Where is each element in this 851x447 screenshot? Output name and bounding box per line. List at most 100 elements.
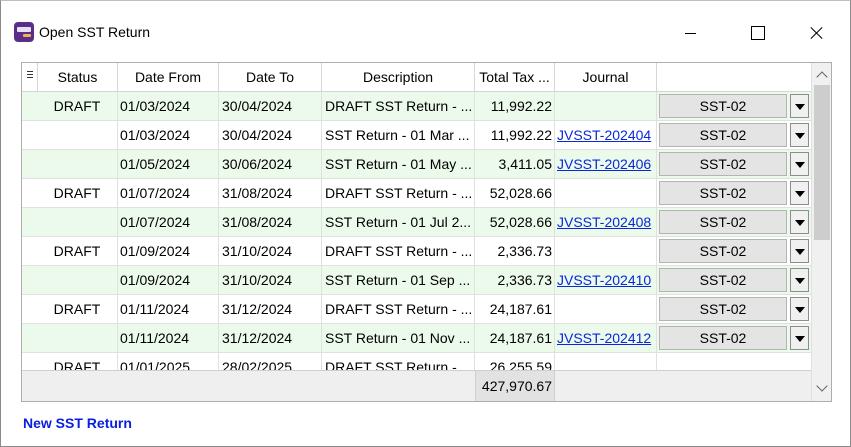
code-select[interactable]: SST-02 bbox=[659, 297, 809, 321]
chevron-down-icon[interactable] bbox=[790, 152, 809, 176]
cell-date-from: 01/05/2024 bbox=[118, 150, 219, 178]
code-select-value[interactable]: SST-02 bbox=[659, 326, 787, 350]
cell-date-to: 31/10/2024 bbox=[219, 237, 322, 265]
new-sst-return-link[interactable]: New SST Return bbox=[23, 415, 132, 431]
maximize-icon[interactable] bbox=[734, 15, 780, 49]
cell-journal bbox=[555, 92, 657, 120]
scroll-up-icon[interactable] bbox=[812, 65, 831, 85]
header-total-tax[interactable]: Total Tax ... bbox=[475, 63, 555, 92]
header-date-from[interactable]: Date From bbox=[118, 63, 219, 92]
cell-journal: JVSST-202412 bbox=[555, 324, 657, 352]
journal-link[interactable]: JVSST-202406 bbox=[557, 156, 652, 172]
table-row[interactable]: DRAFT 01/03/2024 30/04/2024 DRAFT SST Retur… bbox=[22, 92, 812, 121]
cell-description: DRAFT SST Return - ... bbox=[322, 92, 475, 120]
sst-returns-grid: Status Date From Date To Description Tot… bbox=[21, 62, 832, 402]
table-row[interactable]: DRAFT 01/11/2024 31/12/2024 DRAFT SST Retur… bbox=[22, 295, 812, 324]
code-select-value[interactable]: SST-02 bbox=[659, 239, 787, 263]
code-select[interactable]: SST-02 bbox=[659, 181, 809, 205]
journal-link[interactable]: JVSST-202408 bbox=[557, 214, 652, 230]
table-row[interactable]: 01/05/2024 30/06/2024 SST Return - 01 May … bbox=[22, 150, 812, 179]
cell-journal: JVSST-202410 bbox=[555, 266, 657, 294]
scroll-thumb[interactable] bbox=[814, 85, 830, 240]
cell-date-to: 31/10/2024 bbox=[219, 266, 322, 294]
cell-date-to: 30/04/2024 bbox=[219, 121, 322, 149]
cell-code: SST-02 bbox=[657, 237, 812, 265]
cell-date-to: 31/12/2024 bbox=[219, 324, 322, 352]
code-select[interactable]: SST-02 bbox=[659, 123, 809, 147]
cell-total-tax: 2,336.73 bbox=[475, 266, 555, 294]
code-select[interactable]: SST-02 bbox=[659, 326, 809, 350]
cell-date-to: 31/08/2024 bbox=[219, 208, 322, 236]
cell-total-tax: 3,411.05 bbox=[475, 150, 555, 178]
cell-description: SST Return - 01 Mar ... bbox=[322, 121, 475, 149]
column-chooser-button[interactable] bbox=[22, 63, 38, 92]
window-title: Open SST Return bbox=[39, 24, 151, 40]
journal-link[interactable]: JVSST-202412 bbox=[557, 330, 652, 346]
chevron-down-icon[interactable] bbox=[790, 210, 809, 234]
cell-status: DRAFT bbox=[37, 179, 118, 207]
app-logo-icon bbox=[14, 22, 34, 42]
cell-date-to: 31/12/2024 bbox=[219, 295, 322, 323]
cell-journal: JVSST-202408 bbox=[555, 208, 657, 236]
cell-date-to: 31/08/2024 bbox=[219, 179, 322, 207]
minimize-icon[interactable] bbox=[668, 15, 714, 49]
code-select-value[interactable]: SST-02 bbox=[659, 268, 787, 292]
chevron-down-icon[interactable] bbox=[790, 123, 809, 147]
cell-code: SST-02 bbox=[657, 266, 812, 294]
code-select-value[interactable]: SST-02 bbox=[659, 94, 787, 118]
cell-code: SST-02 bbox=[657, 208, 812, 236]
header-date-to[interactable]: Date To bbox=[219, 63, 322, 92]
cell-code: SST-02 bbox=[657, 324, 812, 352]
table-row[interactable]: 01/09/2024 31/10/2024 SST Return - 01 Sep … bbox=[22, 266, 812, 295]
table-row[interactable]: DRAFT 01/07/2024 31/08/2024 DRAFT SST Retur… bbox=[22, 179, 812, 208]
chevron-down-icon[interactable] bbox=[790, 181, 809, 205]
table-row[interactable]: 01/07/2024 31/08/2024 SST Return - 01 Jul … bbox=[22, 208, 812, 237]
chevron-down-icon[interactable] bbox=[790, 239, 809, 263]
code-select[interactable]: SST-02 bbox=[659, 152, 809, 176]
journal-link[interactable]: JVSST-202410 bbox=[557, 272, 652, 288]
cell-status bbox=[37, 208, 118, 236]
cell-date-from: 01/09/2024 bbox=[118, 237, 219, 265]
cell-journal bbox=[555, 237, 657, 265]
cell-date-to: 30/06/2024 bbox=[219, 150, 322, 178]
chevron-down-icon[interactable] bbox=[790, 94, 809, 118]
cell-total-tax: 11,992.22 bbox=[475, 121, 555, 149]
code-select[interactable]: SST-02 bbox=[659, 94, 809, 118]
cell-total-tax: 52,028.66 bbox=[475, 179, 555, 207]
code-select-value[interactable]: SST-02 bbox=[659, 210, 787, 234]
code-select[interactable]: SST-02 bbox=[659, 268, 809, 292]
header-description[interactable]: Description bbox=[322, 63, 475, 92]
cell-total-tax: 24,187.61 bbox=[475, 295, 555, 323]
cell-date-from: 01/11/2024 bbox=[118, 324, 219, 352]
header-status[interactable]: Status bbox=[38, 63, 118, 92]
cell-status: DRAFT bbox=[37, 92, 118, 120]
total-tax-sum: 427,970.67 bbox=[475, 371, 555, 401]
table-row[interactable]: 01/11/2024 31/12/2024 SST Return - 01 Nov … bbox=[22, 324, 812, 353]
chevron-down-icon[interactable] bbox=[790, 268, 809, 292]
table-row[interactable]: DRAFT 01/09/2024 31/10/2024 DRAFT SST Retur… bbox=[22, 237, 812, 266]
code-select-value[interactable]: SST-02 bbox=[659, 297, 787, 321]
header-journal[interactable]: Journal bbox=[555, 63, 657, 92]
title-bar: Open SST Return bbox=[1, 1, 850, 42]
close-icon[interactable] bbox=[794, 15, 840, 49]
journal-link[interactable]: JVSST-202404 bbox=[557, 127, 652, 143]
code-select-value[interactable]: SST-02 bbox=[659, 123, 787, 147]
cell-status bbox=[37, 121, 118, 149]
code-select-value[interactable]: SST-02 bbox=[659, 152, 787, 176]
cell-status: DRAFT bbox=[37, 237, 118, 265]
code-select[interactable]: SST-02 bbox=[659, 210, 809, 234]
vertical-scrollbar[interactable] bbox=[811, 63, 831, 401]
code-select-value[interactable]: SST-02 bbox=[659, 181, 787, 205]
chevron-down-icon[interactable] bbox=[790, 326, 809, 350]
cell-description: DRAFT SST Return - ... bbox=[322, 237, 475, 265]
grid-header: Status Date From Date To Description Tot… bbox=[22, 63, 812, 92]
chevron-down-icon[interactable] bbox=[790, 297, 809, 321]
cell-date-from: 01/11/2024 bbox=[118, 295, 219, 323]
table-row[interactable]: 01/03/2024 30/04/2024 SST Return - 01 Mar … bbox=[22, 121, 812, 150]
cell-status: DRAFT bbox=[37, 295, 118, 323]
cell-description: SST Return - 01 Nov ... bbox=[322, 324, 475, 352]
code-select[interactable]: SST-02 bbox=[659, 239, 809, 263]
cell-journal: JVSST-202406 bbox=[555, 150, 657, 178]
scroll-down-icon[interactable] bbox=[812, 379, 831, 399]
